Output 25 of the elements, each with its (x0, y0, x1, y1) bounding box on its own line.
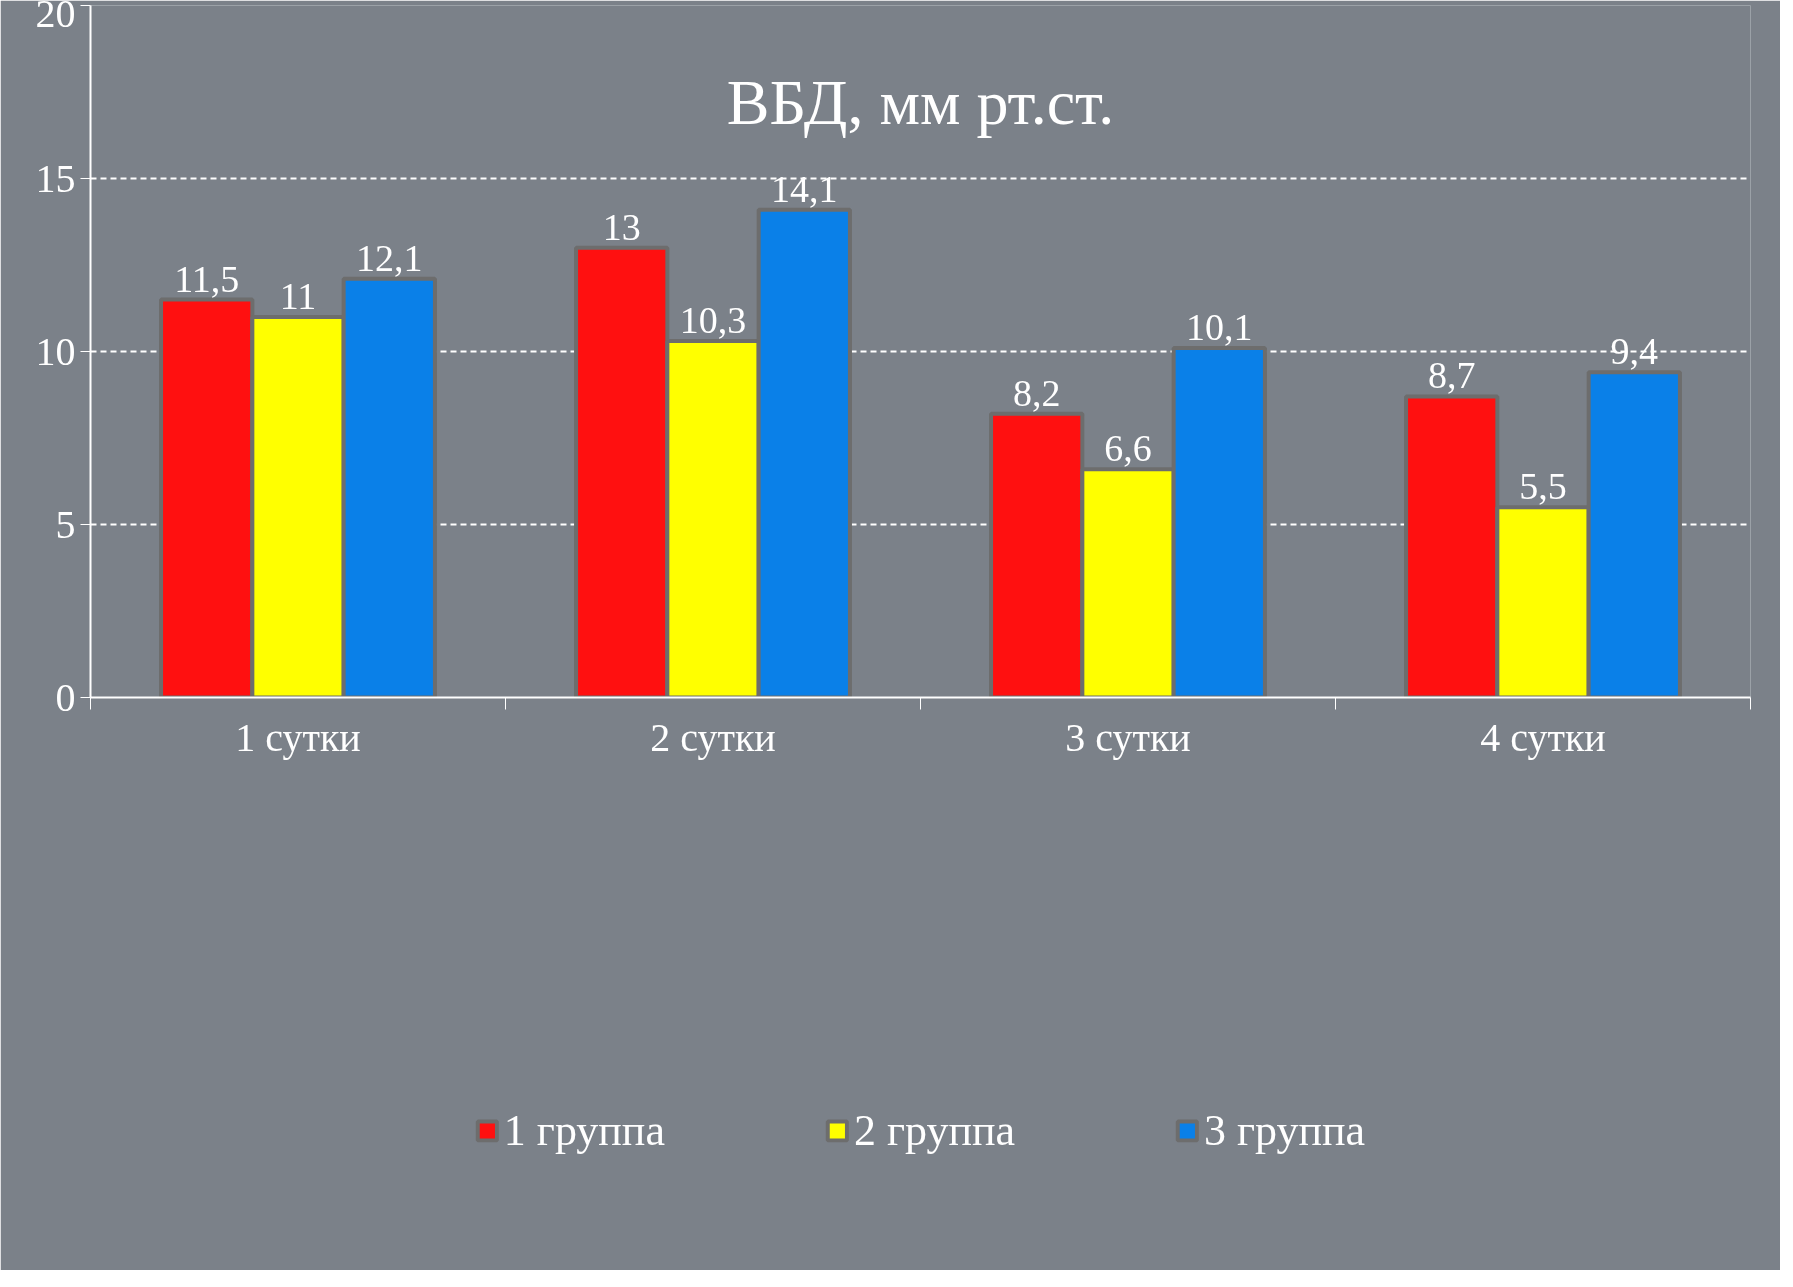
y-tick-label: 15 (35, 155, 76, 201)
legend-label: 1 группа (503, 1104, 665, 1156)
data-label: 8,2 (1012, 371, 1061, 414)
y-tick-label: 5 (55, 501, 76, 547)
data-label: 14,1 (771, 167, 838, 210)
x-tick-label: 4 сутки (1480, 714, 1606, 760)
data-label: 10,3 (679, 299, 747, 342)
data-label: 5,5 (1519, 465, 1567, 508)
x-tick-label: 1 сутки (235, 714, 361, 760)
data-label: 6,6 (1104, 427, 1152, 470)
data-label: 12,1 (356, 236, 423, 279)
x-tick-label: 3 сутки (1065, 714, 1191, 760)
data-label: 10,1 (1186, 306, 1253, 349)
legend-label: 2 группа (853, 1104, 1016, 1156)
x-tick-label: 2 сутки (650, 714, 776, 760)
data-label: 8,7 (1427, 354, 1476, 397)
y-tick-label: 10 (35, 328, 76, 374)
y-tick-label: 0 (55, 674, 76, 720)
text: ВБД, мм рт.ст. (726, 66, 1115, 138)
legend-label: 3 группа (1204, 1104, 1366, 1156)
y-tick-label: 20 (35, 0, 76, 36)
data-label: 11,5 (174, 257, 240, 300)
data-label: 9,4 (1610, 330, 1659, 373)
data-label: 11 (279, 274, 317, 317)
data-label: 13 (602, 205, 641, 248)
